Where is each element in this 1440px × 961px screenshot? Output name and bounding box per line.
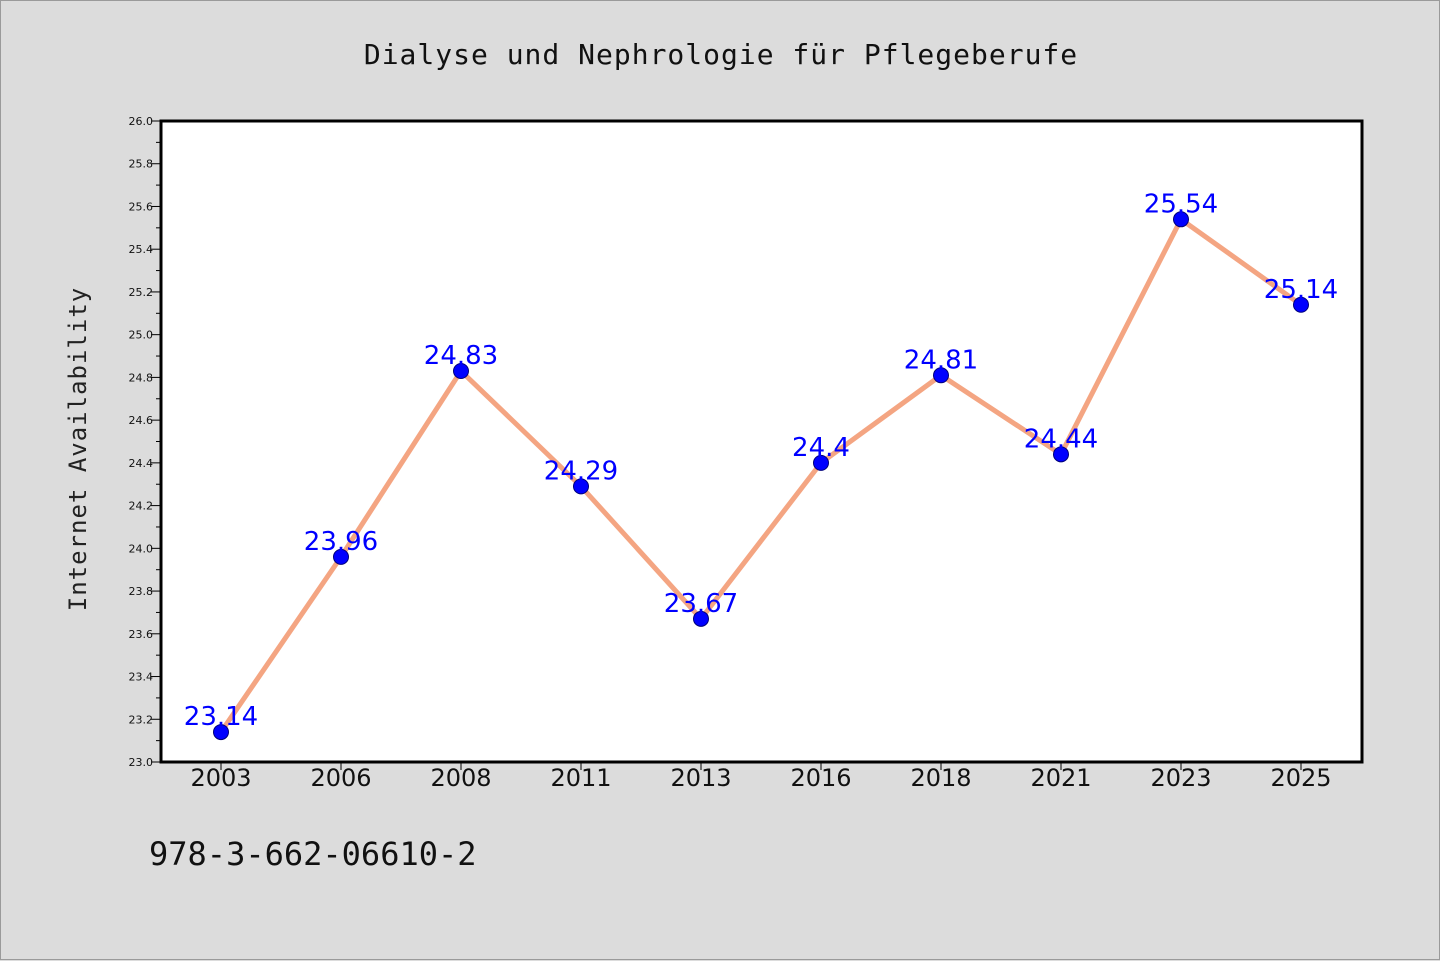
y-axis-ticks: 23.0 23.2 23.4 23.6 23.8 24.0 24.2 24.4 24.6 24.8… — [129, 115, 161, 769]
data-labels: 23.14 23.96 24.83 24.29 23.67 24.4 24.81 24.44 2… — [184, 189, 1338, 732]
data-label: 24.81 — [904, 345, 978, 375]
series-line — [218, 216, 1303, 734]
x-tick-label: 2013 — [670, 764, 731, 792]
plot-area — [159, 119, 1364, 764]
data-point — [933, 367, 949, 384]
data-point — [453, 362, 469, 379]
series-markers — [213, 211, 1309, 741]
y-tick-label: 23.2 — [129, 713, 154, 726]
data-point — [1293, 296, 1309, 313]
x-tick-label: 2011 — [550, 764, 611, 792]
x-tick-label: 2023 — [1150, 764, 1211, 792]
data-label: 23.96 — [304, 527, 378, 557]
y-tick-label: 26.0 — [129, 115, 154, 128]
data-point — [1173, 211, 1189, 228]
y-tick-label: 25.4 — [129, 243, 154, 256]
y-tick-label: 23.8 — [129, 585, 154, 598]
data-point — [213, 724, 229, 741]
y-tick-label: 23.6 — [129, 628, 154, 641]
x-axis-ticks: 2003 2006 2008 2011 2013 2016 2018 2021 2023 2025 — [190, 762, 1332, 792]
y-tick-label: 24.4 — [129, 457, 154, 470]
x-tick-label: 2008 — [430, 764, 491, 792]
data-label: 23.67 — [664, 589, 738, 619]
y-tick-label: 24.8 — [129, 371, 154, 384]
data-label: 25.14 — [1264, 275, 1338, 305]
data-label: 24.44 — [1024, 424, 1098, 454]
data-label: 24.29 — [544, 456, 618, 486]
data-point — [573, 478, 589, 495]
isbn-footer: 978-3-662-06610-2 — [149, 835, 477, 873]
data-label: 23.14 — [184, 702, 258, 732]
data-label: 24.4 — [792, 433, 850, 463]
data-point — [693, 610, 709, 627]
data-label: 25.54 — [1144, 189, 1218, 219]
y-tick-label: 24.2 — [129, 500, 154, 513]
y-tick-label: 25.2 — [129, 286, 154, 299]
y-tick-label: 25.8 — [129, 158, 154, 171]
x-tick-label: 2006 — [310, 764, 371, 792]
x-tick-label: 2021 — [1030, 764, 1091, 792]
y-tick-label: 23.0 — [129, 756, 154, 769]
x-tick-label: 2016 — [790, 764, 851, 792]
x-tick-label: 2025 — [1270, 764, 1331, 792]
chart-title: Dialyse und Nephrologie für Pflegeberufe — [364, 38, 1078, 71]
y-tick-label: 24.0 — [129, 542, 154, 555]
x-tick-label: 2003 — [190, 764, 251, 792]
data-point — [333, 548, 349, 565]
data-point — [1053, 446, 1069, 463]
y-tick-label: 25.0 — [129, 329, 154, 342]
y-tick-label: 25.6 — [129, 200, 154, 213]
data-point — [813, 454, 829, 471]
data-label: 24.83 — [424, 341, 498, 371]
y-tick-label: 24.6 — [129, 414, 154, 427]
x-tick-label: 2018 — [910, 764, 971, 792]
y-tick-label: 23.4 — [129, 671, 154, 684]
y-axis-label: Internet Availability — [64, 287, 92, 611]
